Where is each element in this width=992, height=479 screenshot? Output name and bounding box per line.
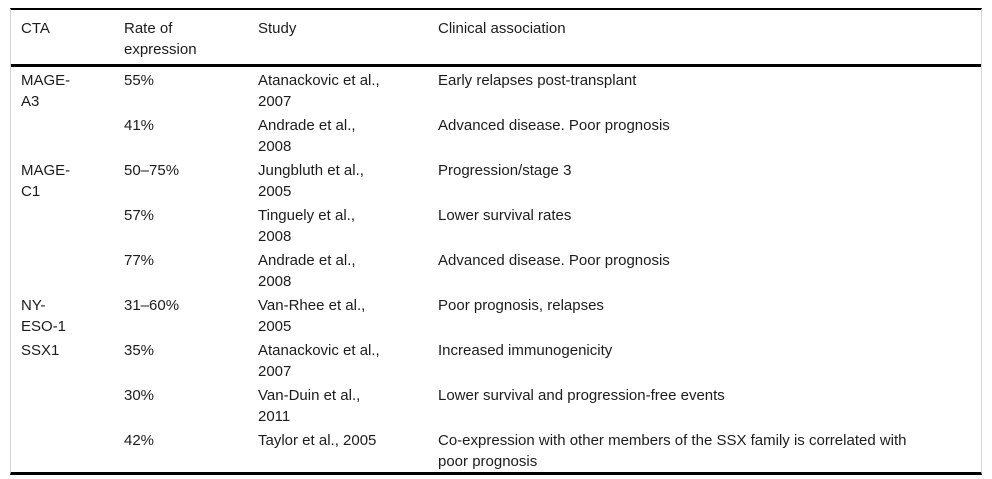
clinical-cell: Progression/stage 3 <box>438 162 572 179</box>
clinical-cell: Poor prognosis, relapses <box>438 297 604 314</box>
cta-cell <box>11 382 114 427</box>
clinical-cell: Lower survival and progression-free even… <box>438 387 725 404</box>
table-row: 30% Van-Duin et al., 2011 Lower survival… <box>11 382 981 427</box>
cta-cell <box>11 427 114 472</box>
clinical-cell: Increased immunogenicity <box>438 342 613 359</box>
clinical-cell: Lower survival rates <box>438 207 572 224</box>
rate-cell: 57% <box>124 207 155 224</box>
cta-cell: MAGE- A3 <box>21 72 71 110</box>
cta-expression-table: CTA Rate of expression Study Clinical as… <box>10 8 982 475</box>
table-body: MAGE- A3 55% Atanackovic et al., 2007 Ea… <box>11 67 981 472</box>
clinical-cell: Advanced disease. Poor prognosis <box>438 117 670 134</box>
rate-cell: 30% <box>124 387 155 404</box>
study-cell: Van-Duin et al., 2011 <box>258 387 361 425</box>
rate-cell: 41% <box>124 117 155 134</box>
cta-cell: SSX1 <box>21 342 60 359</box>
table-row: 42% Taylor et al., 2005 Co-expression wi… <box>11 427 981 472</box>
header-rate-of-expression: Rate of expression <box>124 20 197 58</box>
table-row: NY- ESO-1 31–60% Van-Rhee et al., 2005 P… <box>11 292 981 337</box>
header-cta: CTA <box>21 20 50 37</box>
rate-cell: 77% <box>124 252 155 269</box>
table-row: 57% Tinguely et al., 2008 Lower survival… <box>11 202 981 247</box>
table-header-row: CTA Rate of expression Study Clinical as… <box>11 10 981 67</box>
table-row: 41% Andrade et al., 2008 Advanced diseas… <box>11 112 981 157</box>
study-cell: Jungbluth et al., 2005 <box>258 162 364 200</box>
clinical-cell: Co-expression with other members of the … <box>438 432 907 470</box>
study-cell: Tinguely et al., 2008 <box>258 207 355 245</box>
study-cell: Andrade et al., 2008 <box>258 117 356 155</box>
study-cell: Taylor et al., 2005 <box>258 432 377 449</box>
cta-cell <box>11 247 114 292</box>
cta-cell <box>11 202 114 247</box>
table-row: MAGE- C1 50–75% Jungbluth et al., 2005 P… <box>11 157 981 202</box>
study-cell: Van-Rhee et al., 2005 <box>258 297 366 335</box>
rate-cell: 55% <box>124 72 155 89</box>
study-cell: Atanackovic et al., 2007 <box>258 342 380 380</box>
rate-cell: 35% <box>124 342 155 359</box>
table-row: 77% Andrade et al., 2008 Advanced diseas… <box>11 247 981 292</box>
header-study: Study <box>258 20 297 37</box>
table-row: SSX1 35% Atanackovic et al., 2007 Increa… <box>11 337 981 382</box>
clinical-cell: Early relapses post-transplant <box>438 72 637 89</box>
study-cell: Andrade et al., 2008 <box>258 252 356 290</box>
cta-cell: MAGE- C1 <box>21 162 71 200</box>
cta-cell <box>11 112 114 157</box>
clinical-cell: Advanced disease. Poor prognosis <box>438 252 670 269</box>
rate-cell: 50–75% <box>124 162 180 179</box>
table-row: MAGE- A3 55% Atanackovic et al., 2007 Ea… <box>11 67 981 112</box>
cta-cell: NY- ESO-1 <box>21 297 67 335</box>
study-cell: Atanackovic et al., 2007 <box>258 72 380 110</box>
header-clinical-association: Clinical association <box>438 20 566 37</box>
rate-cell: 31–60% <box>124 297 180 314</box>
table-header: CTA Rate of expression Study Clinical as… <box>11 10 981 67</box>
rate-cell: 42% <box>124 432 155 449</box>
